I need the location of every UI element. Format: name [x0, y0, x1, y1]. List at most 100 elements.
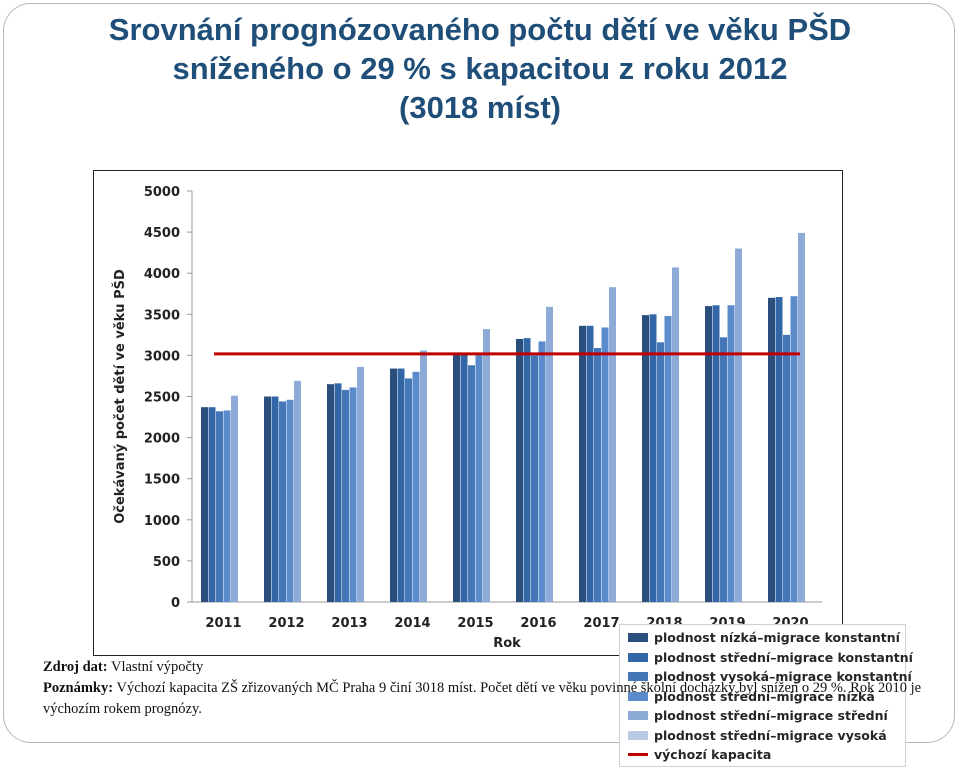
legend-item: plodnost střední–migrace konstantní	[628, 648, 913, 668]
legend-item: plodnost střední–migrace střední	[628, 706, 905, 726]
remarks-label: Poznámky:	[43, 680, 114, 696]
slide-title-line-3: (3018 míst)	[399, 90, 561, 125]
legend-line-swatch	[628, 753, 648, 757]
bar-2012-series-5	[294, 380, 301, 602]
bar-2012-series-2	[271, 396, 279, 602]
bar-2011-series-2	[208, 407, 216, 602]
x-tick-label: 2012	[268, 616, 304, 631]
bar-2019-series-1	[705, 306, 712, 602]
bar-2015-series-1	[453, 352, 460, 602]
x-tick-label: 2015	[457, 616, 493, 631]
remarks-text: Výchozí kapacita ZŠ zřizovaných MČ Praha…	[43, 680, 922, 717]
legend-item: plodnost vysoká–migrace konstantní	[628, 667, 912, 687]
slide-title-line-1: Srovnání prognózovaného počtu dětí ve vě…	[108, 12, 852, 47]
legend-label: plodnost vysoká–migrace konstantní	[654, 669, 912, 685]
bar-2016-series-2	[523, 338, 531, 602]
bar-2015-series-4	[475, 355, 483, 602]
bar-2020-series-4	[790, 296, 798, 602]
remarks-line: Poznámky: Výchozí kapacita ZŠ zřizovanýc…	[43, 678, 943, 720]
legend-label: výchozí kapacita	[654, 747, 772, 763]
bar-2014-series-5	[420, 350, 427, 602]
bar-2013-series-1	[327, 384, 334, 602]
bar-2017-series-5	[609, 287, 616, 602]
legend-color-swatch	[628, 730, 648, 740]
bar-2013-series-4	[349, 387, 357, 602]
bar-2014-series-3	[405, 378, 412, 602]
bar-2011-series-5	[231, 395, 238, 602]
bar-2019-series-3	[720, 337, 727, 602]
bar-2011-series-4	[223, 410, 231, 602]
y-tick-label: 2500	[144, 391, 180, 406]
bar-2019-series-2	[712, 305, 720, 602]
chart-container: 0 500 1000 1500 2000 2500 3000 3500 4000 4500 5000…	[93, 170, 913, 767]
bar-2012-series-4	[286, 399, 294, 602]
x-tick-label: 2011	[205, 616, 241, 631]
bar-2015-series-2	[460, 352, 468, 602]
y-tick-label: 2000	[144, 432, 180, 447]
bar-2018-series-5	[672, 267, 679, 602]
y-tick-label: 0	[171, 596, 180, 611]
legend-label: plodnost nízká–migrace konstantní	[654, 630, 900, 646]
slide-title-line-2: sníženého o 29 % s kapacitou z roku 2012	[172, 51, 788, 86]
bar-chart: 0 500 1000 1500 2000 2500 3000 3500 4000 4500 5000…	[112, 185, 822, 651]
bar-2016-series-1	[516, 338, 523, 602]
bar-2013-series-2	[334, 383, 342, 602]
notes-block: Zdroj dat: Vlastní výpočty Poznámky: Výc…	[43, 657, 943, 720]
y-tick-label: 4500	[144, 226, 180, 241]
y-tick-label: 1000	[144, 514, 180, 529]
y-tick-label: 500	[153, 555, 180, 570]
bar-2020-series-3	[783, 334, 790, 602]
legend-color-swatch	[628, 711, 648, 721]
source-line: Zdroj dat: Vlastní výpočty	[43, 657, 943, 678]
bar-2018-series-3	[657, 342, 664, 602]
source-label: Zdroj dat:	[43, 659, 108, 675]
bar-2012-series-1	[264, 396, 271, 602]
bar-2017-series-1	[579, 325, 586, 602]
bar-2011-series-1	[201, 407, 208, 602]
bar-2017-series-2	[586, 325, 594, 602]
x-tick-label: 2016	[520, 616, 556, 631]
y-tick-label: 1500	[144, 473, 180, 488]
legend-item: plodnost střední–migrace vysoká	[628, 726, 905, 746]
bar-2013-series-5	[357, 366, 364, 602]
x-tick-label: 2013	[331, 616, 367, 631]
bar-2017-series-4	[601, 327, 609, 602]
legend-color-swatch	[628, 691, 648, 701]
y-axis-title: Očekávaný počet dětí ve věku PŠD	[112, 269, 128, 524]
bar-2020-series-2	[775, 297, 783, 602]
bar-2019-series-4	[727, 305, 735, 602]
bar-2014-series-4	[412, 371, 420, 602]
y-tick-label: 3000	[144, 349, 180, 364]
bar-2018-series-2	[649, 314, 657, 602]
bar-2020-series-5	[798, 232, 805, 602]
bar-2016-series-4	[538, 341, 546, 602]
x-tick-label: 2014	[394, 616, 430, 631]
bar-2018-series-4	[664, 315, 672, 602]
bar-2013-series-3	[342, 389, 349, 602]
legend-label: plodnost střední–migrace vysoká	[654, 727, 887, 743]
legend-label: plodnost střední–migrace nízká	[654, 688, 875, 704]
bar-2019-series-5	[735, 248, 742, 602]
bar-2017-series-3	[594, 348, 601, 602]
x-tick-label: 2017	[583, 616, 619, 631]
bar-2015-series-5	[483, 329, 490, 602]
x-axis-title: Rok	[493, 636, 521, 651]
legend-item: plodnost střední–migrace nízká	[628, 687, 905, 707]
legend-color-swatch	[628, 652, 648, 662]
legend-color-swatch	[628, 672, 648, 682]
legend-label: plodnost střední–migrace konstantní	[654, 649, 913, 665]
legend-item: plodnost nízká–migrace konstantní	[628, 628, 905, 648]
legend-label: plodnost střední–migrace střední	[654, 708, 888, 724]
bar-2016-series-3	[531, 355, 538, 602]
y-tick-label: 4000	[144, 267, 180, 282]
bar-2018-series-1	[642, 315, 649, 602]
bar-2011-series-3	[216, 411, 223, 602]
bar-2012-series-3	[279, 401, 286, 602]
legend-color-swatch	[628, 633, 648, 643]
source-text: Vlastní výpočty	[110, 659, 204, 675]
bar-2014-series-1	[390, 368, 397, 602]
y-tick-label: 5000	[144, 185, 180, 200]
legend-item: výchozí kapacita	[628, 745, 905, 765]
bar-2016-series-5	[546, 306, 553, 602]
bar-2014-series-2	[397, 368, 405, 602]
